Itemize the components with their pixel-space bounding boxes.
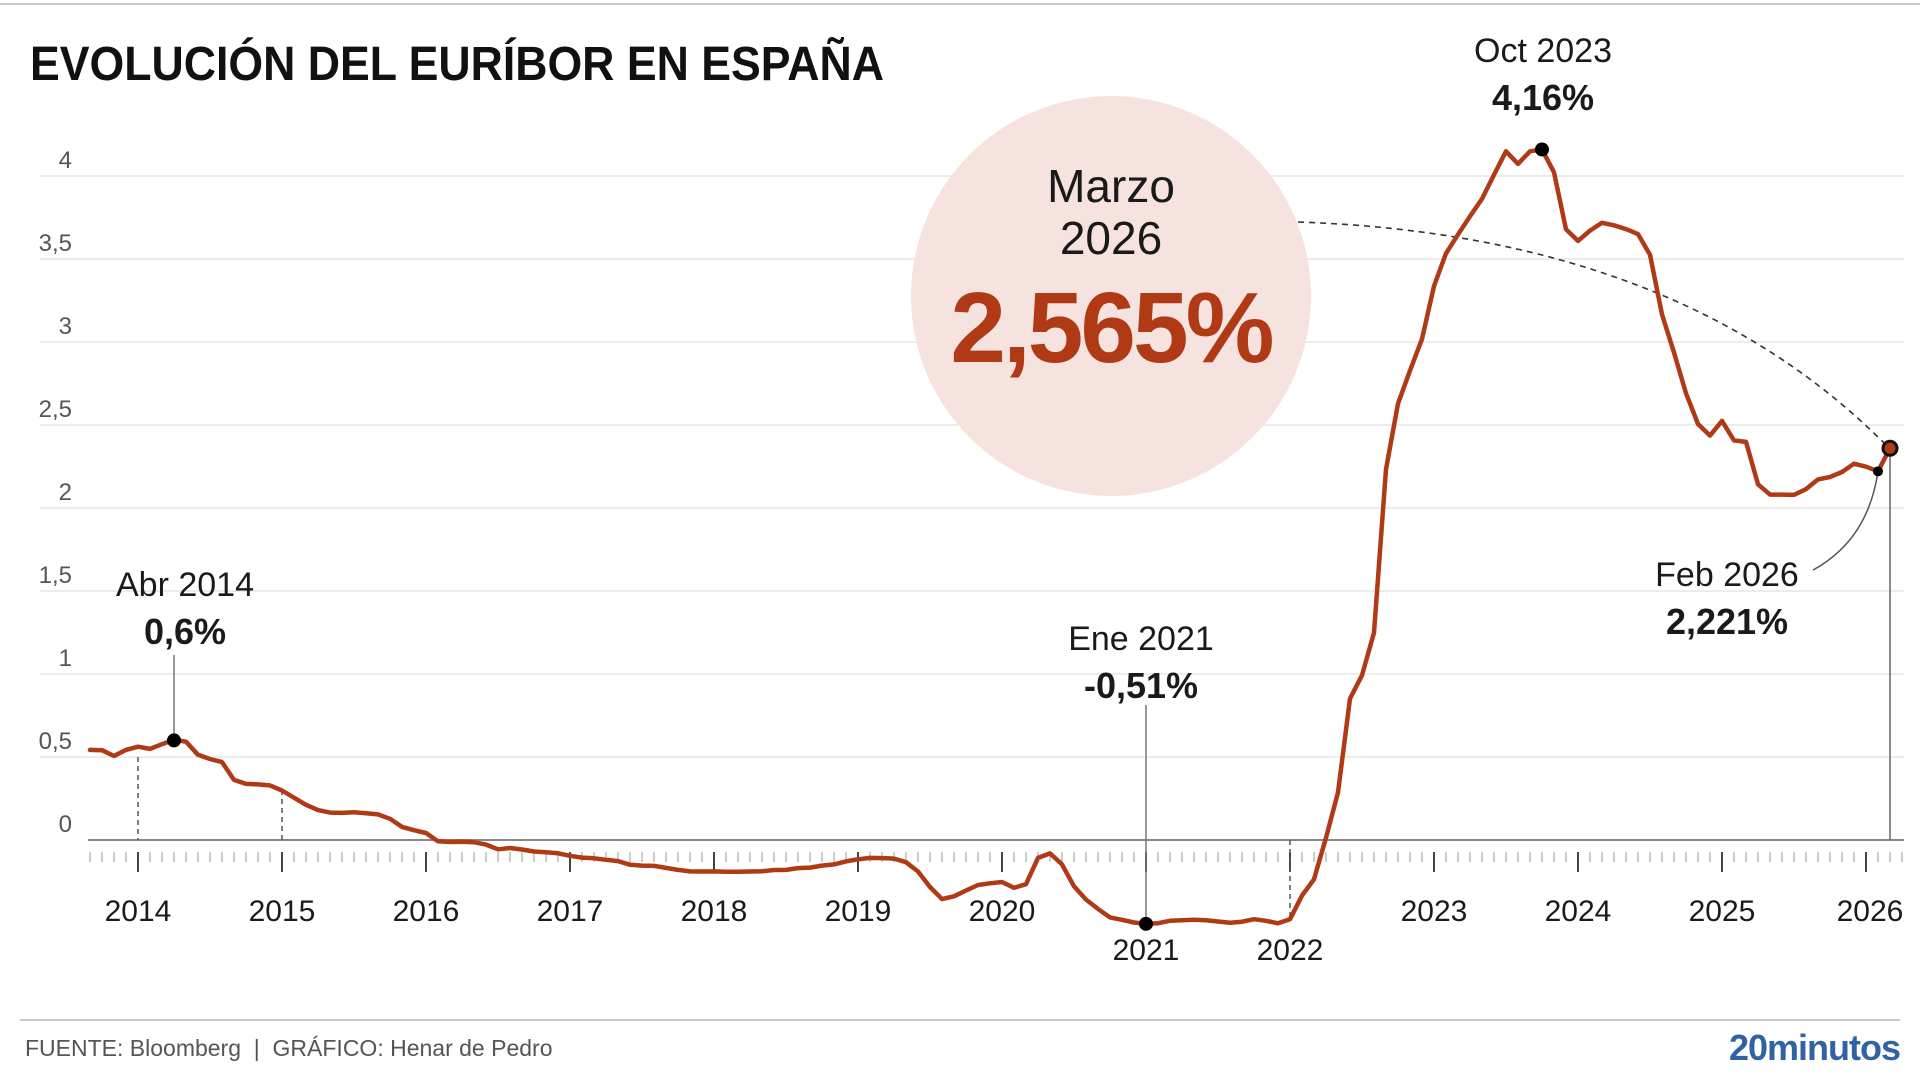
highlight-value: 2,565% (950, 272, 1272, 384)
x-tick-label: 2021 (1113, 934, 1180, 967)
y-tick-label: 0,5 (39, 728, 72, 755)
latest-point (1881, 439, 1899, 457)
euribor-line (87, 147, 1893, 927)
x-tick-label: 2024 (1545, 895, 1612, 928)
annotation-value: 2,221% (1666, 601, 1788, 642)
x-tick-label: 2015 (249, 895, 316, 928)
highlight-bubble (911, 96, 1311, 496)
x-tick-label: 2014 (105, 895, 172, 928)
x-tick-label: 2025 (1689, 895, 1756, 928)
annotation-value: 4,16% (1492, 77, 1594, 118)
annotation-value: 0,6% (144, 611, 226, 652)
highlight-connector (1297, 221, 1890, 449)
annotation-dot (1873, 466, 1883, 477)
annotation-dot (167, 733, 181, 748)
y-axis: 0 0,5 1 1,5 2 2,5 3 3,5 4 (39, 147, 72, 838)
annotation-value: -0,51% (1084, 665, 1198, 706)
y-tick-label: 4 (59, 147, 72, 174)
x-tick-label: 2016 (393, 895, 460, 928)
annotation-label: Oct 2023 (1474, 32, 1612, 70)
x-tick-label: 2018 (681, 895, 748, 928)
x-tick-label: 2023 (1401, 895, 1468, 928)
source-credit: FUENTE: Bloomberg | GRÁFICO: Henar de Pe… (25, 1035, 552, 1061)
x-tick-label: 2022 (1257, 934, 1324, 967)
highlight-month: Marzo (1047, 160, 1175, 212)
chart-title: EVOLUCIÓN DEL EURÍBOR EN ESPAÑA (30, 37, 884, 91)
y-tick-label: 3 (59, 313, 72, 340)
y-tick-label: 1,5 (39, 562, 72, 589)
x-axis: 2014 2015 2016 2017 2018 2019 2020 2021 2022 2023… (88, 839, 1904, 967)
annotation-dot (1139, 916, 1153, 931)
y-tick-label: 3,5 (39, 230, 72, 257)
y-tick-label: 1 (59, 645, 72, 672)
annotations: Abr 2014 0,6% Ene 2021 -0,51% Oct 2023 4,16% F… (116, 32, 1899, 931)
annotation-guides (137, 448, 1891, 920)
highlight-year: 2026 (1060, 212, 1162, 264)
annotation-dot (1535, 142, 1549, 157)
y-tick-label: 2,5 (39, 396, 72, 423)
annotation-leader (1812, 471, 1879, 571)
annotation-label: Ene 2021 (1068, 620, 1214, 658)
annotation-label: Abr 2014 (116, 566, 254, 604)
y-tick-label: 0 (59, 811, 72, 838)
x-tick-label: 2020 (969, 895, 1036, 928)
y-tick-label: 2 (59, 479, 72, 506)
x-tick-label: 2019 (825, 895, 892, 928)
publisher-logo: 20minutos (1729, 1027, 1900, 1068)
x-tick-label: 2026 (1837, 895, 1904, 928)
x-tick-label: 2017 (537, 895, 604, 928)
annotation-label: Feb 2026 (1655, 556, 1799, 594)
